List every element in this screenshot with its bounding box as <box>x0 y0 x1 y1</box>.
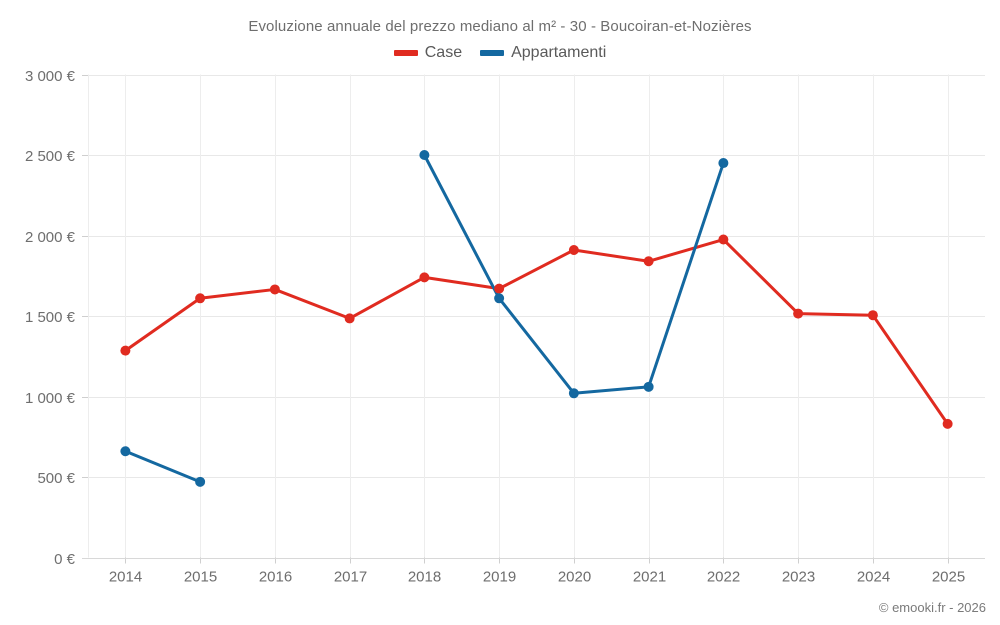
series-line-appartamenti <box>422 153 725 395</box>
y-tick-label: 0 € <box>54 551 76 568</box>
y-tick-label: 2 000 € <box>25 229 76 246</box>
data-point-case-2021[interactable] <box>643 256 654 267</box>
x-tick-label: 2025 <box>932 569 965 586</box>
x-axis-tick-labels: 2014 2015 2016 2017 2018 2019 2020 2021 2022 2023… <box>109 569 965 586</box>
legend-swatch-case <box>393 50 418 56</box>
data-point-case-2022[interactable] <box>718 234 729 245</box>
data-point-appartamenti-2021[interactable] <box>643 381 654 392</box>
y-tick-label: 500 € <box>37 470 75 487</box>
legend-label-appartamenti: Appartamenti <box>511 44 607 61</box>
y-tick-label: 2 500 € <box>25 148 76 165</box>
data-point-appartamenti-2019[interactable] <box>494 293 505 304</box>
data-point-case-2014[interactable] <box>120 345 131 356</box>
legend-label-case: Case <box>424 44 463 61</box>
y-tick-label: 1 000 € <box>25 390 76 407</box>
data-point-appartamenti-2020[interactable] <box>568 388 579 399</box>
legend-swatch-appartamenti <box>480 50 505 56</box>
data-point-case-2020[interactable] <box>568 244 579 255</box>
data-series-layer <box>123 153 950 484</box>
vertical-grid-lines <box>125 74 949 564</box>
data-point-case-2016[interactable] <box>269 284 280 295</box>
x-tick-label: 2014 <box>109 569 142 586</box>
x-tick-label: 2022 <box>707 569 740 586</box>
series-line-appartamenti <box>123 449 202 484</box>
data-point-markers <box>120 150 953 487</box>
footer-credit: © emooki.fr - 2026 <box>878 600 986 615</box>
x-tick-label: 2016 <box>259 569 292 586</box>
legend-item-appartamenti[interactable]: Appartamenti <box>480 44 606 62</box>
y-tick-label: 3 000 € <box>25 68 76 85</box>
data-point-appartamenti-2014[interactable] <box>120 446 131 457</box>
data-point-case-2025[interactable] <box>942 418 953 429</box>
data-point-case-2018[interactable] <box>419 272 430 283</box>
data-point-case-2023[interactable] <box>793 308 804 319</box>
x-tick-label: 2017 <box>334 569 367 586</box>
legend-item-case[interactable]: Case <box>393 44 463 62</box>
series-line-case <box>123 238 950 426</box>
x-tick-label: 2015 <box>184 569 217 586</box>
data-point-case-2017[interactable] <box>344 313 355 324</box>
x-tick-label: 2019 <box>483 569 516 586</box>
data-point-case-2024[interactable] <box>867 310 878 321</box>
y-tick-label: 1 500 € <box>25 309 76 326</box>
chart-title: Evoluzione annuale del prezzo mediano al… <box>248 18 752 35</box>
chart-legend: Case Appartamenti <box>0 44 1000 62</box>
axis-lines <box>82 74 985 559</box>
x-tick-label: 2020 <box>558 569 591 586</box>
data-point-case-2015[interactable] <box>195 293 206 304</box>
x-tick-label: 2023 <box>782 569 815 586</box>
x-tick-label: 2018 <box>408 569 441 586</box>
data-point-appartamenti-2015[interactable] <box>195 476 206 487</box>
data-point-appartamenti-2018[interactable] <box>419 150 430 160</box>
data-point-case-2019[interactable] <box>494 283 505 294</box>
data-point-appartamenti-2022[interactable] <box>718 158 729 169</box>
x-tick-label: 2024 <box>857 569 890 586</box>
grid-lines <box>82 75 985 559</box>
y-axis-tick-labels: 0 € 500 € 1 000 € 1 500 € 2 000 € 2 500 € 3 00… <box>25 68 76 568</box>
x-tick-label: 2021 <box>633 569 666 586</box>
